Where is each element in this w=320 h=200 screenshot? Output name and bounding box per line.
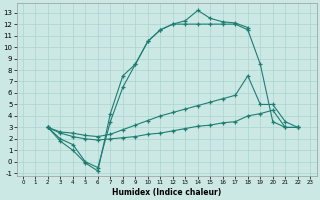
X-axis label: Humidex (Indice chaleur): Humidex (Indice chaleur) — [112, 188, 221, 197]
